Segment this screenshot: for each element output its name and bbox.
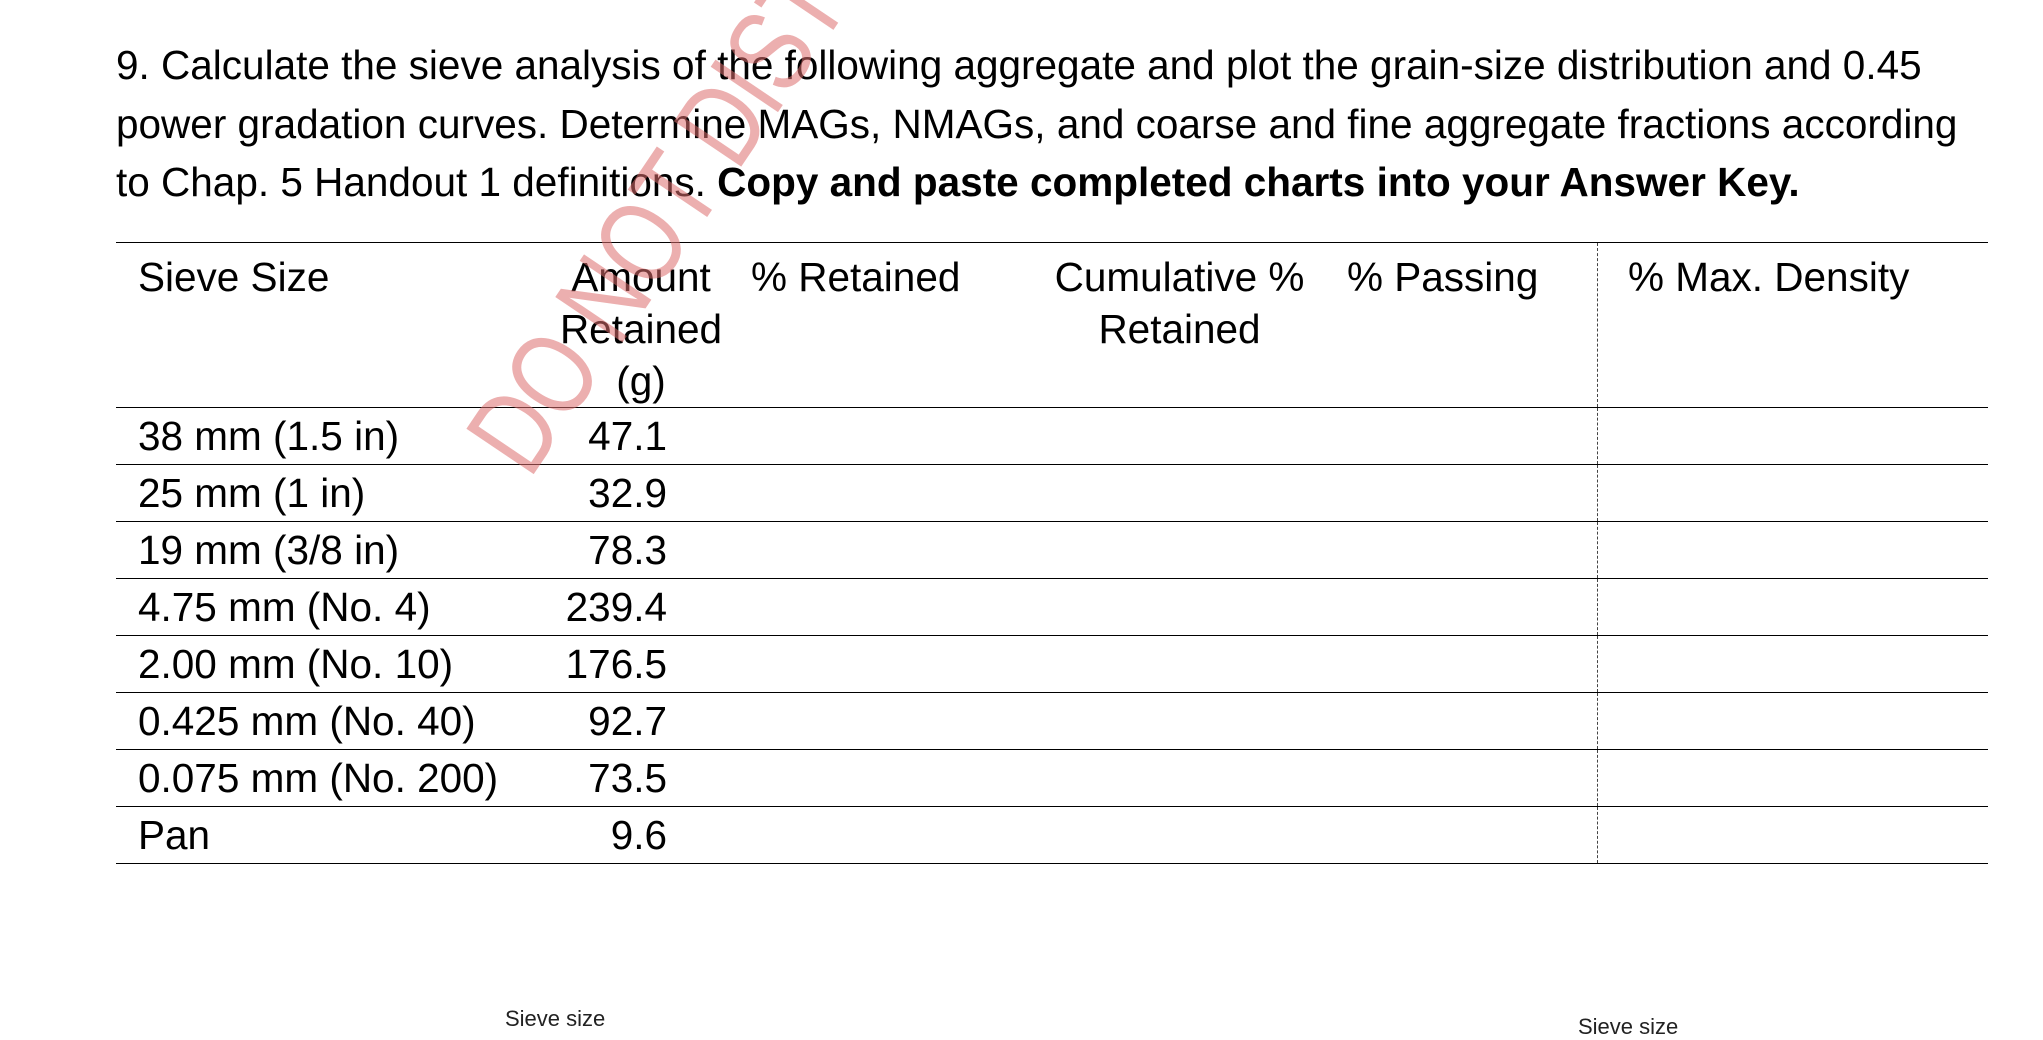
table-row: Pan 9.6 — [116, 806, 1988, 864]
cell-cumulative-retained — [1016, 465, 1343, 522]
cell-sieve-size: 25 mm (1 in) — [138, 470, 366, 516]
header-amount-retained: Amount Retained (g) — [535, 243, 747, 408]
cell-max-density — [1597, 407, 1988, 465]
table-row: 19 mm (3/8 in) 78.3 — [116, 521, 1988, 579]
cell-sieve-size: Pan — [138, 812, 211, 858]
cell-cumulative-retained — [1016, 522, 1343, 579]
header-cumulative-retained: Cumulative % Retained — [1016, 243, 1343, 408]
cell-percent-passing — [1343, 522, 1598, 579]
cell-sieve-size: 38 mm (1.5 in) — [138, 413, 400, 459]
cell-percent-retained — [747, 522, 1016, 579]
cell-max-density — [1597, 692, 1988, 750]
cell-max-density — [1597, 635, 1988, 693]
cell-cumulative-retained — [1016, 807, 1343, 864]
cell-cumulative-retained — [1016, 750, 1343, 807]
cell-percent-passing — [1343, 465, 1598, 522]
cell-percent-retained — [747, 579, 1016, 636]
table-row: 38 mm (1.5 in) 47.1 — [116, 407, 1988, 465]
table-row: 25 mm (1 in) 32.9 — [116, 464, 1988, 522]
cell-percent-retained — [747, 693, 1016, 750]
table-row: 4.75 mm (No. 4) 239.4 — [116, 578, 1988, 636]
cell-percent-passing — [1343, 807, 1598, 864]
cell-cumulative-retained — [1016, 636, 1343, 693]
sieve-analysis-table: Sieve Size Amount Retained (g) % Retained… — [116, 242, 1988, 864]
cell-max-density — [1597, 578, 1988, 636]
table-row: 0.425 mm (No. 40) 92.7 — [116, 692, 1988, 750]
cell-cumulative-retained — [1016, 579, 1343, 636]
cell-amount-retained: 239.4 — [565, 584, 667, 630]
header-max-density: % Max. Density — [1597, 242, 1988, 408]
header-cumulative-line2: Retained — [1098, 306, 1261, 352]
cell-percent-passing — [1343, 750, 1598, 807]
cell-max-density — [1597, 464, 1988, 522]
cell-max-density — [1597, 749, 1988, 807]
header-cumulative-line1: Cumulative % — [1054, 254, 1305, 300]
header-amount-line2: Retained (g) — [559, 306, 723, 404]
question-instruction: Copy and paste completed charts into you… — [717, 159, 1800, 205]
cell-sieve-size: 19 mm (3/8 in) — [138, 527, 400, 573]
cell-amount-retained: 92.7 — [588, 698, 667, 744]
header-sieve-size: Sieve Size — [138, 254, 330, 300]
cell-percent-passing — [1343, 693, 1598, 750]
cell-amount-retained: 9.6 — [610, 812, 667, 858]
cell-sieve-size: 4.75 mm (No. 4) — [138, 584, 431, 630]
cell-percent-retained — [747, 636, 1016, 693]
cell-cumulative-retained — [1016, 693, 1343, 750]
chart-right-xlabel: Sieve size — [1578, 1014, 1679, 1039]
cell-max-density — [1597, 521, 1988, 579]
cell-percent-passing — [1343, 579, 1598, 636]
table-row: 0.075 mm (No. 200) 73.5 — [116, 749, 1988, 807]
cell-sieve-size: 2.00 mm (No. 10) — [138, 641, 454, 687]
table-row: 2.00 mm (No. 10) 176.5 — [116, 635, 1988, 693]
header-percent-passing: % Passing — [1347, 254, 1539, 300]
cell-amount-retained: 78.3 — [588, 527, 667, 573]
cell-percent-retained — [747, 465, 1016, 522]
chart-left-xlabel: Sieve size — [505, 1006, 606, 1031]
cell-amount-retained: 32.9 — [588, 470, 667, 516]
question-body: 9. Calculate the sieve analysis of the f… — [116, 42, 1958, 205]
cell-max-density — [1597, 806, 1988, 864]
cell-percent-retained — [747, 408, 1016, 465]
cell-percent-passing — [1343, 636, 1598, 693]
cell-amount-retained: 176.5 — [565, 641, 667, 687]
header-percent-retained: % Retained — [751, 254, 961, 300]
cell-percent-passing — [1343, 408, 1598, 465]
cell-percent-retained — [747, 807, 1016, 864]
question-text: 9. Calculate the sieve analysis of the f… — [116, 36, 1996, 212]
header-amount-line1: Amount — [571, 254, 711, 300]
cell-amount-retained: 47.1 — [588, 413, 667, 459]
table-header-row: Sieve Size Amount Retained (g) % Retained… — [116, 242, 1988, 408]
cell-cumulative-retained — [1016, 408, 1343, 465]
cell-percent-retained — [747, 750, 1016, 807]
cell-sieve-size: 0.425 mm (No. 40) — [138, 698, 476, 744]
cell-sieve-size: 0.075 mm (No. 200) — [138, 755, 499, 801]
cell-amount-retained: 73.5 — [588, 755, 667, 801]
